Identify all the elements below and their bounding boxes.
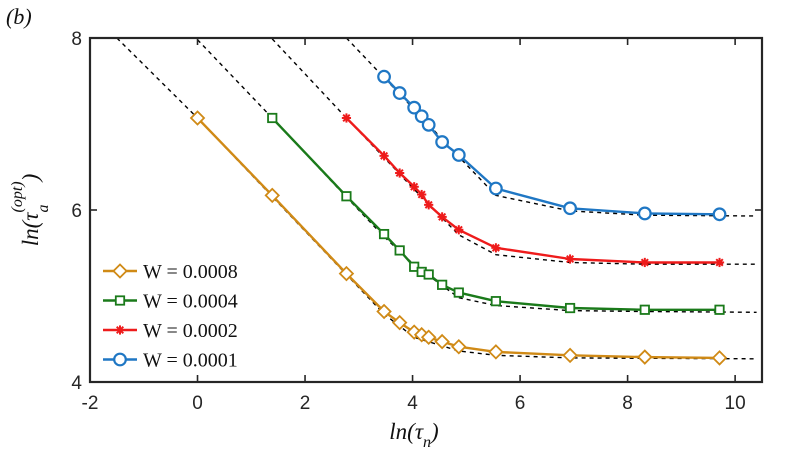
data-point-s3-12 [714, 257, 725, 268]
data-point-s4-9 [563, 201, 577, 216]
data-point-s1-2 [264, 187, 281, 204]
data-point-s3-5-stroke-4 [417, 190, 426, 199]
legend: W = 0.0008 W = 0.0004 W = 0.0002 W = 0.0001 [103, 261, 238, 372]
series-1 [189, 110, 728, 366]
y-tick-label-1: 4 [71, 373, 82, 394]
data-point-s1-12 [562, 347, 578, 364]
data-point-s2-1 [267, 112, 278, 124]
data-point-s3-4 [409, 182, 419, 192]
legend-entry-3: W = 0.0002 [103, 320, 238, 342]
x-tick-label-6: 8 [622, 393, 633, 414]
data-point-s1-9 [434, 333, 450, 350]
legend-marker-3-stroke-4 [115, 325, 125, 335]
x-tick-label-1: -2 [82, 393, 99, 414]
data-point-s4-10 [637, 206, 652, 221]
data-point-s2-2 [341, 191, 352, 202]
data-point-s2-7 [423, 269, 434, 280]
data-point-s3-10 [565, 254, 575, 264]
panel-label: (b) [6, 4, 32, 29]
data-point-s4-6 [435, 135, 450, 149]
data-point-s3-7 [437, 212, 447, 222]
data-point-s4-1 [377, 69, 391, 84]
data-point-s3-9-stroke-4 [491, 243, 500, 252]
data-point-s3-11 [640, 257, 650, 268]
legend-label-4: W = 0.0001 [143, 350, 238, 372]
data-point-s2-12 [639, 304, 650, 315]
data-point-s4-5 [421, 117, 436, 132]
data-point-s2-8 [437, 279, 448, 290]
legend-marker-1 [112, 263, 128, 279]
data-point-s3-8-stroke-4 [454, 225, 463, 234]
data-point-s3-9 [491, 243, 501, 253]
y-tick-label-2: 6 [71, 201, 82, 222]
data-point-s3-1 [341, 113, 352, 123]
data-point-s3-6 [424, 200, 434, 210]
series-4 [377, 69, 727, 222]
data-point-s3-4-stroke-4 [410, 182, 419, 191]
data-point-s1-10 [451, 338, 467, 355]
x-tick-label-2: 0 [192, 393, 203, 414]
plot-area: -2 0 2 4 6 8 10 4 6 8 [71, 29, 764, 414]
data-point-s1-11 [488, 344, 504, 360]
asymptote-curve-1 [116, 38, 757, 360]
legend-marker-3 [115, 325, 125, 335]
data-point-s4-11 [712, 207, 727, 222]
y-axis-label: ln(τa(opt)) [9, 174, 52, 247]
legend-entry-4: W = 0.0001 [103, 350, 238, 372]
legend-label-3: W = 0.0002 [143, 320, 238, 342]
data-point-s3-2-stroke-4 [380, 151, 389, 160]
data-point-s1-13 [637, 349, 653, 365]
data-point-s2-11 [564, 302, 576, 314]
x-tick-label-3: 2 [300, 393, 311, 414]
legend-marker-4 [113, 352, 127, 367]
data-point-s4-8 [488, 181, 503, 196]
data-point-s1-1 [189, 110, 206, 126]
y-tick-label-3: 8 [71, 29, 82, 50]
legend-entry-1: W = 0.0008 [103, 261, 238, 283]
legend-label-1: W = 0.0008 [143, 261, 238, 283]
data-point-s3-10-stroke-4 [566, 255, 575, 264]
legend-label-2: W = 0.0004 [143, 291, 238, 313]
x-axis-label: ln(τn) [389, 419, 438, 451]
data-point-s3-3-stroke-4 [395, 169, 404, 178]
series-2 [267, 112, 725, 315]
data-point-s3-12-stroke-4 [715, 258, 724, 267]
data-point-s4-2 [392, 86, 407, 100]
data-point-s3-6-stroke-4 [424, 200, 433, 209]
data-point-s1-4 [376, 303, 392, 320]
data-point-s1-14 [711, 350, 728, 366]
data-point-s3-1-stroke-4 [342, 113, 351, 122]
data-point-s2-13 [714, 304, 725, 315]
data-point-s1-3 [338, 265, 355, 282]
x-tick-label-7: 10 [725, 393, 746, 414]
data-point-s3-3 [395, 168, 405, 178]
data-point-s1-5 [391, 314, 408, 331]
data-point-s2-3 [378, 228, 390, 240]
x-tick-label-5: 6 [515, 393, 526, 414]
legend-entry-2: W = 0.0004 [103, 291, 238, 313]
data-point-s4-3 [407, 100, 422, 115]
data-point-s2-5 [409, 261, 420, 272]
x-tick-label-4: 4 [407, 393, 418, 414]
data-point-s4-7 [451, 148, 466, 162]
data-point-s3-5 [417, 189, 427, 200]
data-point-s3-8 [454, 225, 464, 235]
data-point-s3-7-stroke-4 [438, 212, 447, 221]
data-point-s2-9 [453, 287, 464, 298]
data-point-s2-10 [490, 296, 501, 307]
data-point-s3-11-stroke-4 [640, 258, 649, 267]
data-point-s1-8 [420, 329, 437, 346]
data-point-s3-2 [379, 151, 389, 161]
asymptote-curve-4 [345, 38, 757, 217]
data-point-s4-4 [414, 109, 429, 124]
series-3 [341, 113, 725, 268]
data-point-s2-4 [394, 245, 405, 256]
legend-marker-2 [114, 295, 126, 306]
